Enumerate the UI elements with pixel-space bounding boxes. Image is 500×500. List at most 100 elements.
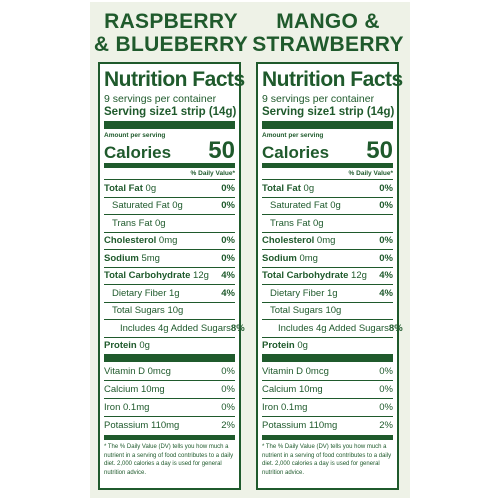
nutrient-label: Saturated Fat <box>270 200 328 212</box>
calories-row: Calories 50 <box>262 139 393 163</box>
nutrient-amount: 1g <box>169 287 180 299</box>
daily-value-header: % Daily Value* <box>348 170 393 177</box>
divider-thick <box>262 354 393 362</box>
nutrient-label: Total Carbohydrate <box>104 270 191 282</box>
calories-label: Calories <box>104 143 172 162</box>
flavor-line-1: MANGO & <box>276 10 380 33</box>
nutrient-row-cholesterol: Cholesterol 0mg 0% <box>262 231 393 250</box>
serving-size-value: 1 strip (14g) <box>171 106 237 118</box>
nutrient-amount: 12g <box>351 270 367 282</box>
nutrient-amount: 0g <box>154 217 166 229</box>
vitamin-label: Potassium 110mg <box>104 420 180 431</box>
nutrient-dv: 8% <box>388 322 403 334</box>
servings-per-container: 9 servings per container <box>262 93 375 105</box>
nutrient-label: Total Carbohydrate <box>262 270 349 282</box>
nutrient-dv: 0% <box>379 182 393 194</box>
vitamin-dv: 0% <box>221 366 235 377</box>
nutrient-amount: 0g <box>297 340 308 352</box>
nutrient-amount: 0mg <box>299 252 318 264</box>
nutrient-dv: 0% <box>379 200 393 212</box>
nutrient-label: Trans Fat <box>270 217 311 229</box>
nutrient-row-saturated-fat: Saturated Fat 0g 0% <box>262 196 393 215</box>
nutrient-row-protein: Protein 0g <box>104 336 235 355</box>
nutrient-label: Dietary Fiber <box>112 287 167 299</box>
nutrient-amount: 0mg <box>158 235 178 247</box>
nutrient-dv: 0% <box>221 182 235 194</box>
nutrient-row-cholesterol: Cholesterol 0mg 0% <box>104 231 235 250</box>
amount-per-serving: Amount per serving <box>104 132 166 139</box>
nutrient-label: Protein <box>262 340 295 352</box>
nutrient-row-total-sugars: Total Sugars 10g <box>262 301 393 320</box>
divider-medium <box>262 435 393 440</box>
nutrient-row-total-fat: Total Fat 0g 0% <box>262 180 393 197</box>
nutrient-amount: 0mg <box>316 235 336 247</box>
divider-thick <box>104 354 235 362</box>
divider-medium <box>104 163 235 168</box>
serving-size-label: Serving size <box>104 106 172 118</box>
nutrient-label: Cholesterol <box>262 235 315 247</box>
nutrient-amount: 0g <box>303 182 315 194</box>
nutrient-amount: 0g <box>172 200 183 212</box>
nutrient-label: Sodium <box>262 252 297 264</box>
nutrient-row-added-sugars: Includes 4g Added Sugars 8% <box>104 319 245 337</box>
nutrient-label: Includes 4g Added Sugars <box>278 322 389 334</box>
nutrient-dv: 0% <box>379 252 393 264</box>
nutrient-amount: 0g <box>330 200 341 212</box>
nutrient-row-total-carbohydrate: Total Carbohydrate 12g 4% <box>104 266 235 285</box>
vitamin-label: Vitamin D 0mcg <box>262 366 329 377</box>
nutrient-dv: 4% <box>221 287 235 299</box>
nutrient-amount: 0g <box>139 340 150 352</box>
flavor-line-2: & BLUEBERRY <box>93 33 249 56</box>
vitamin-row-vitamin-d: Vitamin D 0mcg 0% <box>262 363 393 380</box>
calories-value: 50 <box>208 137 235 164</box>
nutrition-panel-left: Nutrition Facts 9 servings per container… <box>98 62 245 490</box>
nutrient-label: Includes 4g Added Sugars <box>120 322 231 334</box>
vitamin-label: Iron 0.1mg <box>104 402 150 413</box>
vitamin-label: Calcium 10mg <box>104 384 165 395</box>
daily-value-footnote: * The % Daily Value (DV) tells you how m… <box>262 444 392 476</box>
divider-thick <box>262 121 393 129</box>
nutrient-row-added-sugars: Includes 4g Added Sugars 8% <box>262 319 403 337</box>
nutrient-label: Trans Fat <box>112 217 153 229</box>
vitamin-row-vitamin-d: Vitamin D 0mcg 0% <box>104 363 235 380</box>
nutrient-row-saturated-fat: Saturated Fat 0g 0% <box>104 196 235 215</box>
nutrition-panel-right: Nutrition Facts 9 servings per container… <box>256 62 403 490</box>
nutrient-row-sodium: Sodium 0mg 0% <box>262 249 393 267</box>
nutrient-dv: 0% <box>221 200 235 212</box>
nutrient-label: Dietary Fiber <box>270 287 325 299</box>
vitamin-dv: 2% <box>379 420 393 431</box>
servings-per-container: 9 servings per container <box>104 93 217 105</box>
vitamin-row-calcium: Calcium 10mg 0% <box>262 380 393 398</box>
nutrient-row-sodium: Sodium 5mg 0% <box>104 249 235 267</box>
nutrient-amount: 5mg <box>141 252 160 264</box>
daily-value-footnote: * The % Daily Value (DV) tells you how m… <box>104 444 234 476</box>
divider-medium <box>104 435 235 440</box>
nutrient-row-dietary-fiber: Dietary Fiber 1g 4% <box>104 284 235 302</box>
nutrient-label: Total Fat <box>262 182 301 194</box>
vitamin-dv: 0% <box>221 402 235 413</box>
daily-value-header: % Daily Value* <box>190 170 235 177</box>
nutrition-facts-title: Nutrition Facts <box>104 68 245 91</box>
nutrient-row-protein: Protein 0g <box>262 336 393 355</box>
serving-size: Serving size 1 strip (14g) <box>104 105 237 119</box>
nutrient-dv: 0% <box>221 235 235 247</box>
nutrient-label: Sodium <box>104 252 139 264</box>
nutrient-amount: 10g <box>325 305 342 317</box>
flavor-line-1: RASPBERRY <box>104 10 238 33</box>
vitamin-row-potassium: Potassium 110mg 2% <box>262 416 393 434</box>
nutrient-label: Total Sugars <box>270 305 323 317</box>
nutrient-label: Saturated Fat <box>112 200 170 212</box>
divider-thin <box>262 179 393 180</box>
calories-label: Calories <box>262 143 330 162</box>
nutrient-dv: 0% <box>379 235 393 247</box>
nutrient-amount: 12g <box>193 270 209 282</box>
nutrient-row-dietary-fiber: Dietary Fiber 1g 4% <box>262 284 393 302</box>
vitamin-row-iron: Iron 0.1mg 0% <box>104 398 235 416</box>
vitamin-dv: 0% <box>379 384 393 395</box>
nutrient-row-total-sugars: Total Sugars 10g <box>104 301 235 320</box>
nutrient-amount: 1g <box>327 287 338 299</box>
vitamin-dv: 2% <box>221 420 235 431</box>
serving-size-label: Serving size <box>262 106 330 118</box>
nutrient-label: Protein <box>104 340 137 352</box>
